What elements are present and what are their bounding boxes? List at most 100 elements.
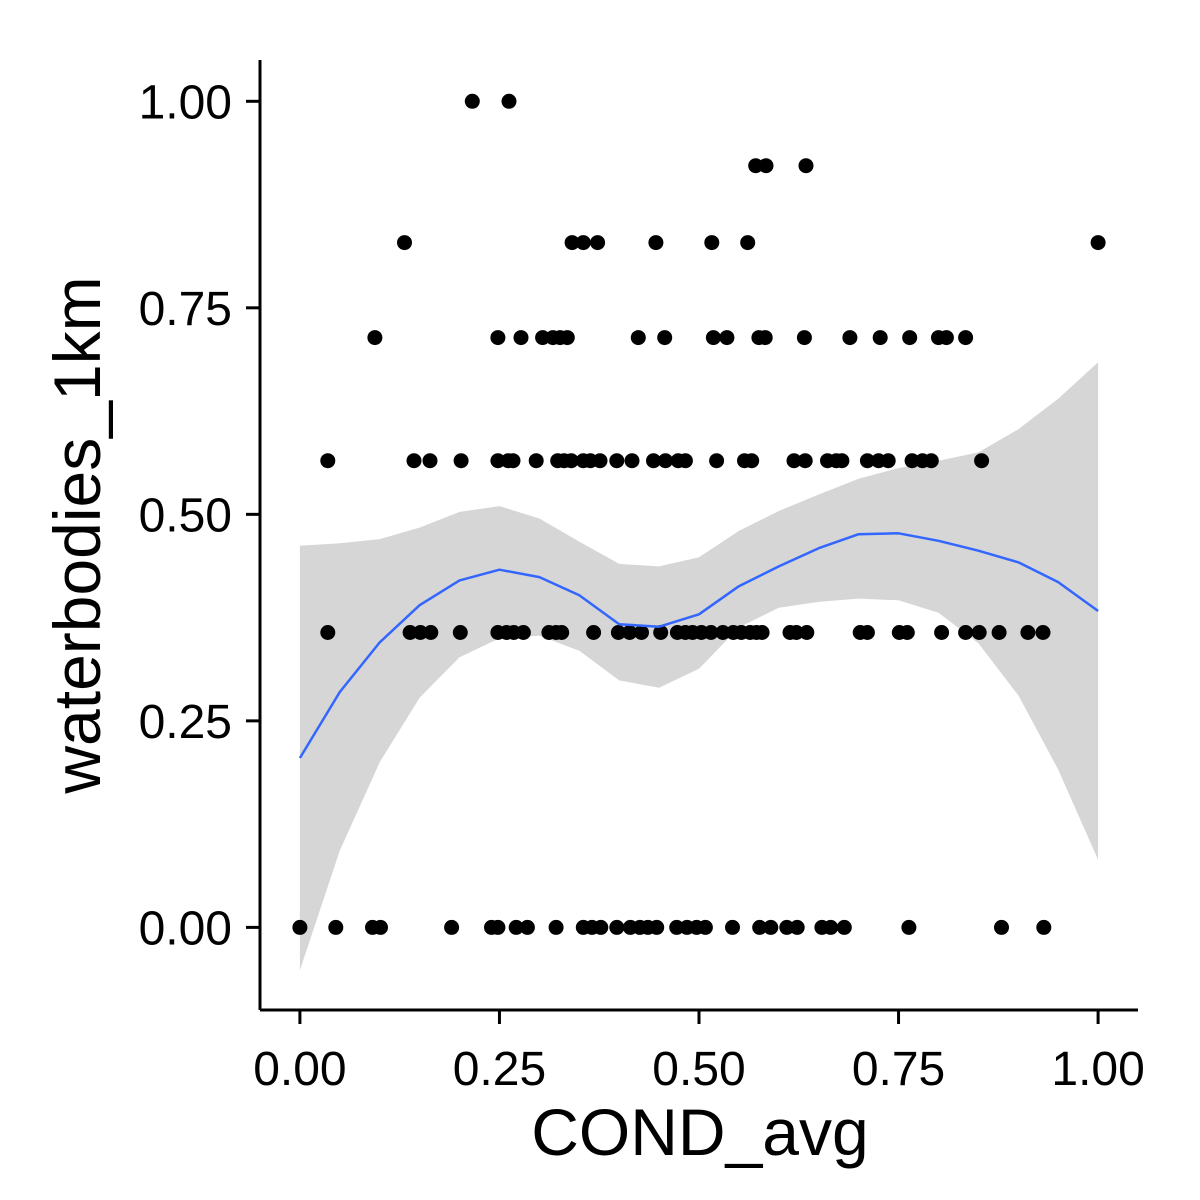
data-point bbox=[763, 919, 779, 935]
data-point bbox=[575, 235, 591, 251]
y-axis-title: waterbodies_1km bbox=[40, 276, 114, 794]
data-point bbox=[528, 453, 544, 469]
data-point bbox=[610, 625, 626, 640]
data-point bbox=[590, 235, 606, 251]
data-point bbox=[872, 330, 888, 346]
data-point bbox=[320, 453, 336, 469]
data-point bbox=[609, 453, 625, 469]
data-point bbox=[934, 625, 950, 640]
data-point bbox=[971, 625, 987, 640]
data-point bbox=[328, 919, 344, 935]
data-point bbox=[744, 453, 760, 469]
data-point bbox=[658, 453, 673, 469]
data-point bbox=[704, 235, 720, 251]
data-point bbox=[373, 919, 388, 935]
data-point bbox=[786, 453, 802, 469]
data-point bbox=[779, 919, 795, 935]
data-point bbox=[563, 453, 579, 469]
data-point bbox=[519, 919, 535, 935]
data-point bbox=[559, 330, 575, 346]
data-point bbox=[397, 235, 412, 251]
data-point bbox=[798, 158, 814, 174]
data-point bbox=[938, 330, 954, 346]
data-point bbox=[564, 235, 580, 251]
data-point bbox=[367, 330, 383, 346]
data-point bbox=[630, 330, 646, 346]
data-point bbox=[464, 93, 480, 109]
data-point bbox=[292, 919, 308, 935]
data-point bbox=[740, 235, 756, 251]
data-point bbox=[757, 330, 773, 346]
data-point bbox=[634, 625, 649, 640]
data-point bbox=[834, 453, 850, 469]
data-point bbox=[958, 625, 974, 640]
data-point bbox=[320, 625, 336, 640]
data-point bbox=[452, 625, 468, 640]
data-point bbox=[548, 919, 564, 935]
data-point bbox=[490, 919, 506, 935]
data-point bbox=[515, 625, 531, 640]
data-point bbox=[669, 919, 685, 935]
data-point bbox=[697, 919, 713, 935]
data-point bbox=[423, 625, 439, 640]
data-point bbox=[505, 453, 521, 469]
points-layer bbox=[292, 93, 1106, 935]
data-point bbox=[859, 625, 875, 640]
data-point bbox=[709, 453, 725, 469]
smooth-line-layer bbox=[298, 532, 1099, 759]
data-point bbox=[904, 453, 920, 469]
data-point bbox=[836, 919, 852, 935]
x-tick-label: 0.50 bbox=[652, 1043, 745, 1096]
data-point bbox=[719, 330, 735, 346]
y-tick-label: 0.00 bbox=[139, 902, 232, 955]
x-tick-label: 0.25 bbox=[453, 1043, 546, 1096]
data-point bbox=[1036, 919, 1052, 935]
data-point bbox=[653, 625, 669, 640]
y-tick-label: 1.00 bbox=[139, 76, 232, 129]
data-point bbox=[899, 625, 915, 640]
confidence-band-layer bbox=[299, 362, 1099, 971]
data-point bbox=[796, 330, 812, 346]
data-point bbox=[788, 625, 804, 640]
data-point bbox=[823, 919, 839, 935]
confidence-band bbox=[299, 362, 1099, 971]
data-point bbox=[535, 330, 551, 346]
data-point bbox=[624, 453, 640, 469]
data-point bbox=[453, 453, 469, 469]
data-point bbox=[622, 625, 638, 640]
data-point bbox=[902, 330, 918, 346]
data-point bbox=[758, 158, 774, 174]
data-point bbox=[677, 453, 693, 469]
data-point bbox=[901, 919, 917, 935]
data-point bbox=[880, 453, 896, 469]
data-point bbox=[974, 453, 990, 469]
data-point bbox=[859, 453, 875, 469]
data-point bbox=[406, 453, 422, 469]
data-point bbox=[444, 919, 460, 935]
data-point bbox=[797, 453, 813, 469]
data-point bbox=[501, 93, 517, 109]
x-tick-label: 0.75 bbox=[852, 1043, 945, 1096]
data-point bbox=[490, 453, 506, 469]
data-point bbox=[508, 919, 524, 935]
data-point bbox=[923, 453, 939, 469]
data-point bbox=[593, 919, 609, 935]
data-point bbox=[705, 330, 721, 346]
smooth-line bbox=[298, 532, 1099, 759]
data-point bbox=[703, 625, 719, 640]
data-point bbox=[994, 919, 1009, 935]
data-point bbox=[1035, 625, 1051, 640]
x-axis-title: COND_avg bbox=[531, 1095, 868, 1169]
data-point bbox=[657, 330, 673, 346]
x-tick-label: 0.00 bbox=[253, 1043, 346, 1096]
data-point bbox=[799, 625, 815, 640]
data-point bbox=[649, 919, 665, 935]
data-point bbox=[648, 235, 664, 251]
data-point bbox=[412, 625, 428, 640]
data-point bbox=[554, 625, 570, 640]
data-point bbox=[422, 453, 438, 469]
data-point bbox=[715, 625, 731, 640]
data-point bbox=[609, 919, 625, 935]
data-point bbox=[725, 919, 740, 935]
data-point bbox=[752, 919, 768, 935]
